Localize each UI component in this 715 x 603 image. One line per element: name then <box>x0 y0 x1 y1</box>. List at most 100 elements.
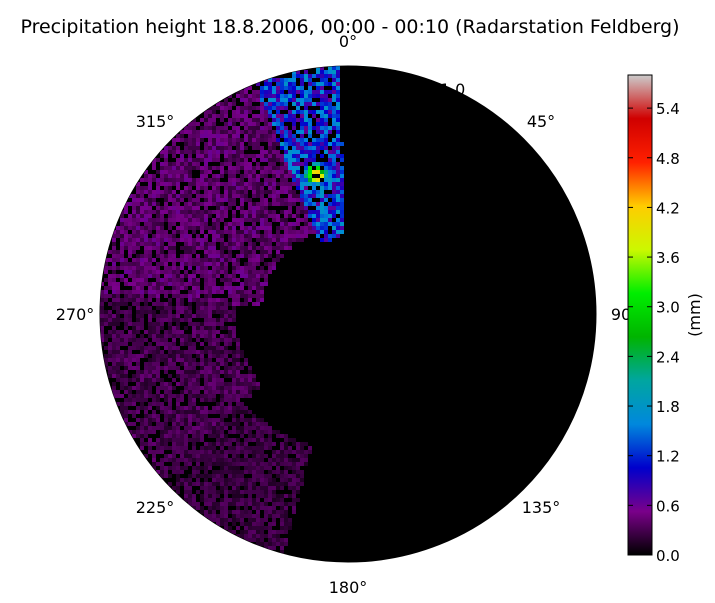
precip-cell <box>172 362 176 366</box>
precip-cell <box>204 182 208 186</box>
precip-cell <box>156 246 160 250</box>
precip-cell <box>272 470 276 474</box>
precip-cell <box>112 342 116 346</box>
precip-cell <box>276 542 280 546</box>
precip-cell <box>212 254 216 258</box>
precip-cell <box>244 138 248 142</box>
precip-cell <box>260 298 264 302</box>
precip-cell <box>204 266 208 270</box>
precip-cell <box>196 222 200 226</box>
precip-cell <box>236 498 240 502</box>
precip-cell <box>232 430 236 434</box>
precip-cell <box>312 110 316 114</box>
precip-cell <box>252 98 256 102</box>
precip-cell <box>308 450 312 454</box>
precip-cell <box>260 422 264 426</box>
precip-cell <box>292 470 296 474</box>
precip-cell <box>332 158 336 162</box>
precip-cell <box>120 230 124 234</box>
precip-cell <box>140 274 144 278</box>
precip-cell <box>292 118 296 122</box>
precip-cell <box>140 322 144 326</box>
precip-cell <box>276 430 280 434</box>
precip-cell <box>304 102 308 106</box>
precip-cell <box>172 282 176 286</box>
precip-cell <box>172 306 176 310</box>
precip-cell <box>148 318 152 322</box>
precip-cell <box>128 378 132 382</box>
precip-cell <box>132 394 136 398</box>
precip-cell <box>252 190 256 194</box>
precip-cell <box>256 446 260 450</box>
precip-cell <box>240 94 244 98</box>
precip-cell <box>224 434 228 438</box>
precip-cell <box>228 154 232 158</box>
precip-cell <box>312 102 316 106</box>
precip-cell <box>236 390 240 394</box>
precip-cell <box>228 230 232 234</box>
precip-cell <box>188 126 192 130</box>
precip-cell <box>152 222 156 226</box>
precip-cell <box>212 350 216 354</box>
precip-cell <box>240 450 244 454</box>
precip-cell <box>136 230 140 234</box>
precip-cell <box>204 278 208 282</box>
precip-cell <box>264 446 268 450</box>
precip-cell <box>268 142 272 146</box>
precip-cell <box>116 342 120 346</box>
precip-cell <box>276 486 280 490</box>
precip-cell <box>140 310 144 314</box>
precip-cell <box>148 230 152 234</box>
precip-cell <box>292 74 296 78</box>
precip-cell <box>184 146 188 150</box>
precip-cell <box>316 202 320 206</box>
precip-cell <box>264 270 268 274</box>
precip-cell <box>228 158 232 162</box>
precip-cell <box>228 390 232 394</box>
precip-cell <box>124 350 128 354</box>
precip-cell <box>300 198 304 202</box>
precip-cell <box>236 354 240 358</box>
precip-cell <box>280 470 284 474</box>
precip-cell <box>176 178 180 182</box>
precip-cell <box>192 278 196 282</box>
precip-cell <box>236 510 240 514</box>
precip-cell <box>220 130 224 134</box>
precip-cell <box>188 458 192 462</box>
precip-cell <box>276 530 280 534</box>
precip-cell <box>228 330 232 334</box>
precip-cell <box>196 350 200 354</box>
precip-cell <box>228 386 232 390</box>
precip-cell <box>168 186 172 190</box>
precip-cell <box>196 214 200 218</box>
precip-cell <box>192 442 196 446</box>
precip-cell <box>172 170 176 174</box>
precip-cell <box>268 194 272 198</box>
precip-cell <box>316 190 320 194</box>
precip-cell <box>204 510 208 514</box>
precip-cell <box>196 298 200 302</box>
precip-cell <box>200 262 204 266</box>
precip-cell <box>176 158 180 162</box>
precip-cell <box>152 282 156 286</box>
precip-cell <box>288 486 292 490</box>
precip-cell <box>336 66 340 70</box>
precip-cell <box>232 118 236 122</box>
precip-cell <box>316 130 320 134</box>
precip-cell <box>152 366 156 370</box>
precip-cell <box>296 234 300 238</box>
precip-cell <box>332 126 336 130</box>
precip-cell <box>336 106 340 110</box>
precip-cell <box>136 406 140 410</box>
precip-cell <box>180 362 184 366</box>
precip-cell <box>336 114 340 118</box>
precip-cell <box>224 190 228 194</box>
precip-cell <box>244 154 248 158</box>
precip-cell <box>160 462 164 466</box>
precip-cell <box>308 90 312 94</box>
precip-cell <box>184 350 188 354</box>
precip-cell <box>280 478 284 482</box>
precip-cell <box>124 390 128 394</box>
precip-cell <box>128 214 132 218</box>
precip-cell <box>164 458 168 462</box>
